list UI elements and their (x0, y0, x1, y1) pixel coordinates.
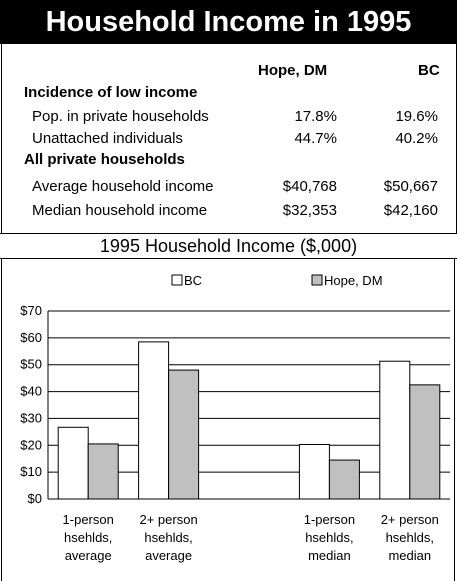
legend-swatch (171, 274, 183, 286)
row-value: 19.6% (395, 108, 438, 125)
row-label: Pop. in private households (32, 108, 209, 125)
row-value: 44.7% (294, 130, 337, 147)
x-tick-label: 2+ person (381, 512, 439, 527)
y-tick-label: $0 (28, 491, 42, 506)
row-value: 40.2% (395, 130, 438, 147)
y-tick-label: $40 (20, 384, 42, 399)
row-value: $40,768 (282, 178, 337, 195)
y-tick-label: $30 (20, 410, 42, 425)
legend-label: BC (184, 273, 202, 288)
row-value: $42,160 (383, 202, 438, 219)
income-bar-chart: $0 $10 $20 $30 $40 $50 $60 $70 1-person hsehlds, a… (20, 273, 450, 563)
x-tick-label: median (388, 548, 431, 563)
x-tick-label: hsehlds, (386, 530, 434, 545)
row-value: $50,667 (383, 178, 438, 195)
x-tick-label: 2+ person (140, 512, 198, 527)
page-title: Household Income in 1995 (0, 0, 457, 44)
row-label: Median household income (32, 202, 208, 219)
section-heading-low-income: Incidence of low income (24, 84, 198, 101)
legend-label: Hope, DM (324, 273, 383, 288)
x-tick-label: average (145, 548, 192, 563)
y-tick-label: $20 (20, 437, 42, 452)
bar-hope-dm (328, 459, 360, 500)
row-label: Average household income (32, 178, 214, 195)
bar-bc (138, 341, 170, 500)
x-tick-label: median (308, 548, 351, 563)
x-tick-label: 1-person (63, 512, 114, 527)
x-tick-label: hsehlds, (64, 530, 112, 545)
bar-bc (298, 443, 330, 500)
bar-hope-dm (87, 443, 119, 500)
y-tick-label: $50 (20, 357, 42, 372)
bar-hope-dm (409, 384, 441, 500)
chart-title: 1995 Household Income ($,000) (0, 233, 457, 259)
y-tick-label: $70 (20, 303, 42, 318)
section-heading-all-households: All private households (24, 151, 185, 168)
chart-frame (1, 259, 455, 581)
column-header-bc: BC (418, 62, 440, 79)
x-tick-label: hsehlds, (144, 530, 192, 545)
bar-hope-dm (168, 369, 200, 500)
x-tick-label: 1-person (304, 512, 355, 527)
row-value: $32,353 (282, 202, 337, 219)
column-header-hope: Hope, DM (258, 62, 328, 79)
legend-swatch (311, 274, 323, 286)
row-label: Unattached individuals (32, 130, 183, 147)
bar-bc (379, 360, 411, 500)
x-tick-label: average (65, 548, 112, 563)
row-value: 17.8% (294, 108, 337, 125)
y-tick-label: $60 (20, 330, 42, 345)
x-tick-label: hsehlds, (305, 530, 353, 545)
bar-bc (57, 426, 89, 500)
y-tick-label: $10 (20, 464, 42, 479)
income-table: Hope, DM BC Incidence of low income Pop.… (1, 44, 457, 233)
